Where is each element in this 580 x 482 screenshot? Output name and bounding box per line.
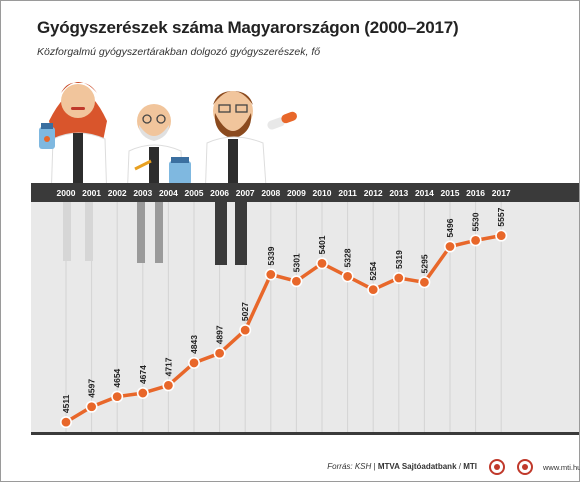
mti-logo-icon: [517, 459, 533, 475]
site-link[interactable]: www.mti.hu: [543, 463, 580, 472]
data-point: [367, 283, 380, 296]
x-tick-label: 2009: [287, 188, 306, 198]
data-label: 5339: [266, 246, 276, 265]
data-label: 5301: [291, 253, 301, 272]
x-tick-label: 2007: [236, 188, 255, 198]
footer: Forrás: KSH | MTVA Sajtóadatbank / MTI w…: [1, 453, 580, 481]
data-label: 5530: [471, 212, 481, 231]
data-point: [136, 387, 149, 400]
data-label: 4597: [87, 379, 97, 398]
data-point: [213, 347, 226, 360]
x-tick-label: 2001: [82, 188, 101, 198]
data-label: 4674: [138, 365, 148, 384]
data-point: [443, 240, 456, 253]
data-point: [162, 379, 175, 392]
data-point: [392, 272, 405, 285]
data-label: 5328: [343, 248, 353, 267]
data-label: 5557: [496, 207, 506, 226]
plot-bottom-rule: [31, 432, 579, 435]
year-band: [31, 183, 579, 202]
mtva-logo-icon: [489, 459, 505, 475]
chart-title: Gyógyszerészek száma Magyarországon (200…: [37, 18, 459, 37]
source-prefix: Forrás: KSH: [327, 462, 372, 471]
old-pharmacist-icon: [126, 104, 191, 263]
data-point: [495, 229, 508, 242]
data-label: 5496: [445, 218, 455, 237]
data-point: [264, 268, 277, 281]
data-label: 5319: [394, 250, 404, 269]
data-point: [290, 275, 303, 288]
data-label: 5401: [317, 235, 327, 254]
x-tick-label: 2002: [108, 188, 127, 198]
x-tick-label: 2004: [159, 188, 178, 198]
line-chart: 2000 2001 2002 2003 2004 2005 2006 2007 2008 2009…: [31, 82, 579, 435]
source-agency: MTVA Sajtóadatbank: [377, 462, 457, 471]
data-point: [418, 276, 431, 289]
data-labels: 4511 4597 4654 4674 4717 4843 4897 5027 5339 5301…: [61, 207, 506, 413]
data-label: 4511: [61, 394, 71, 413]
data-point: [469, 234, 482, 247]
x-tick-label: 2000: [57, 188, 76, 198]
x-tick-label: 2016: [466, 188, 485, 198]
x-axis-years: 2000 2001 2002 2003 2004 2005 2006 2007 2008 2009…: [57, 188, 511, 198]
data-label: 4897: [215, 325, 225, 344]
data-point: [111, 390, 124, 403]
series-points: [59, 229, 508, 429]
data-point: [85, 400, 98, 413]
data-point: [59, 416, 72, 429]
x-tick-label: 2013: [389, 188, 408, 198]
x-tick-label: 2005: [185, 188, 204, 198]
x-tick-label: 2017: [492, 188, 511, 198]
data-label: 4717: [163, 357, 173, 376]
data-label: 5295: [419, 254, 429, 273]
source-mti: MTI: [463, 462, 477, 471]
x-tick-label: 2003: [133, 188, 152, 198]
data-point: [315, 257, 328, 270]
data-point: [188, 356, 201, 369]
x-tick-label: 2015: [441, 188, 460, 198]
data-point: [341, 270, 354, 283]
data-label: 5027: [240, 302, 250, 321]
x-tick-label: 2014: [415, 188, 434, 198]
source-text: Forrás: KSH | MTVA Sajtóadatbank / MTI: [327, 462, 477, 471]
woman-pharmacist-icon: [39, 82, 108, 261]
data-label: 4654: [112, 368, 122, 387]
x-tick-label: 2008: [261, 188, 280, 198]
x-tick-label: 2012: [364, 188, 383, 198]
data-label: 4843: [189, 335, 199, 354]
x-tick-label: 2006: [210, 188, 229, 198]
chart-subtitle: Közforgalmú gyógyszertárakban dolgozó gy…: [37, 46, 321, 58]
x-tick-label: 2011: [338, 188, 357, 198]
data-label: 5254: [368, 261, 378, 280]
x-tick-label: 2010: [313, 188, 332, 198]
data-point: [239, 324, 252, 337]
